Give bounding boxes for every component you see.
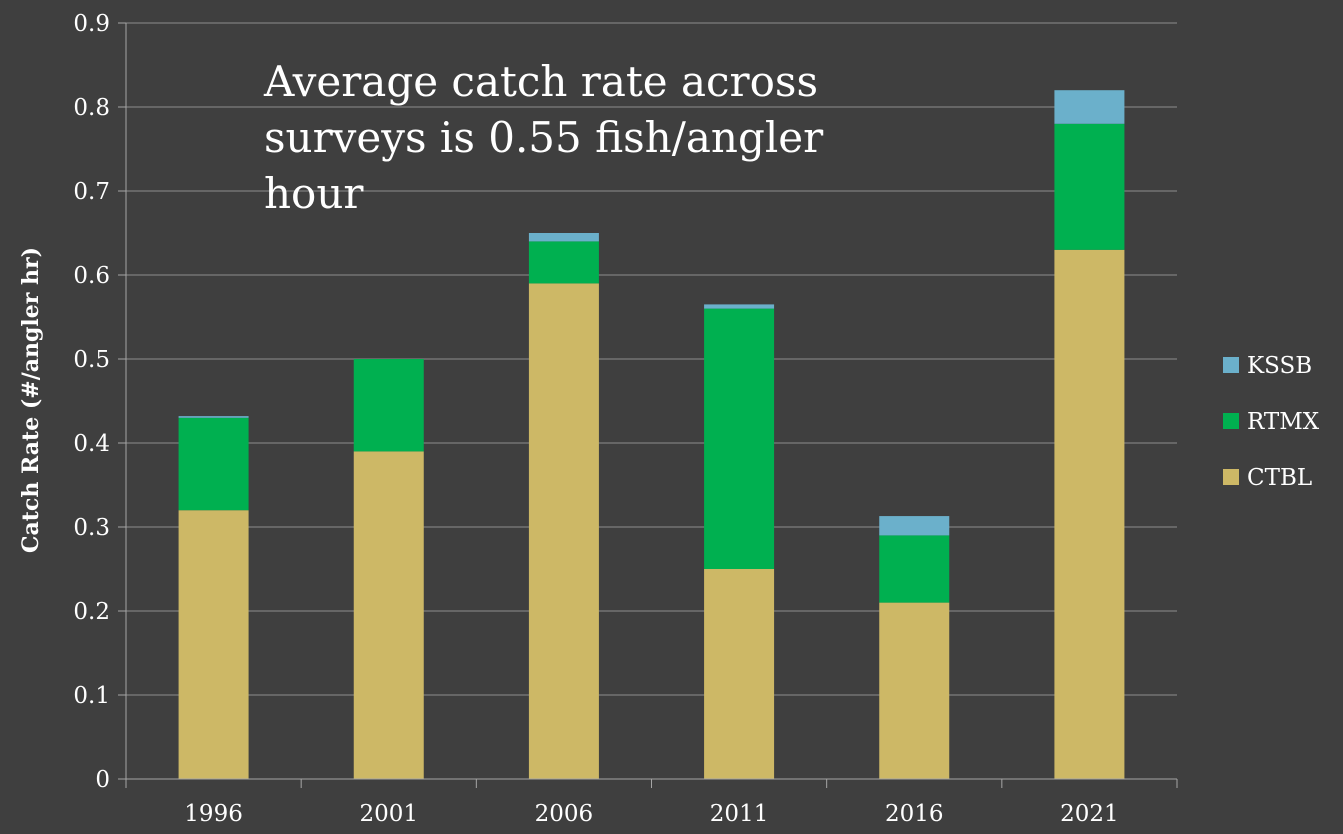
y-axis-title: Catch Rate (#/angler hr)	[18, 247, 44, 553]
annotation-line: Average catch rate across	[263, 57, 818, 106]
bar-segment-ctbl	[353, 451, 424, 779]
y-tick-label: 0.9	[73, 11, 110, 37]
x-tick-label: 2016	[885, 801, 944, 827]
y-tick-label: 0.4	[73, 431, 110, 457]
bar-segment-ctbl	[178, 510, 249, 779]
x-tick-label: 2021	[1060, 801, 1119, 827]
annotation-line: surveys is 0.55 fish/angler	[264, 113, 824, 162]
bar-segment-kssb	[178, 416, 249, 418]
legend-swatch-rtmx	[1223, 413, 1239, 429]
axes	[118, 22, 1178, 788]
y-tick-label: 0.7	[73, 179, 110, 205]
bar-segment-ctbl	[879, 602, 950, 779]
y-tick-label: 0.8	[73, 95, 110, 121]
gridlines	[126, 22, 1177, 696]
bar-segment-rtmx	[528, 241, 599, 284]
x-tick-label: 2011	[710, 801, 769, 827]
y-tick-label: 0	[95, 767, 110, 793]
bar-segment-kssb	[528, 233, 599, 242]
bar-segment-kssb	[1054, 90, 1125, 124]
legend-label-ctbl: CTBL	[1247, 465, 1312, 491]
tick-labels: 0 0.1 0.2 0.3 0.4 0.5 0.6 0.7 0.8 0.9 1996 2001 2006…	[73, 11, 1118, 827]
legend-swatch-ctbl	[1223, 469, 1239, 485]
x-tick-label: 1996	[184, 801, 243, 827]
legend-label-rtmx: RTMX	[1247, 409, 1320, 435]
x-tick-label: 2001	[359, 801, 418, 827]
bar-segment-ctbl	[528, 283, 599, 779]
bar-segment-ctbl	[1054, 249, 1125, 780]
bar-segment-rtmx	[1054, 123, 1125, 250]
y-tick-label: 0.6	[73, 263, 110, 289]
bar-segment-rtmx	[879, 535, 950, 603]
bar-segment-rtmx	[178, 417, 249, 511]
annotation: Average catch rate across surveys is 0.55…	[263, 57, 824, 218]
annotation-line: hour	[264, 169, 364, 218]
x-tick-label: 2006	[535, 801, 594, 827]
legend: KSSB RTMX CTBL	[1223, 353, 1320, 491]
y-tick-label: 0.1	[73, 683, 110, 709]
y-tick-label: 0.5	[73, 347, 110, 373]
bar-segment-ctbl	[704, 569, 775, 779]
bar-segment-rtmx	[704, 308, 775, 569]
bar-segment-kssb	[879, 516, 950, 536]
bar-segment-kssb	[704, 304, 775, 309]
legend-swatch-kssb	[1223, 357, 1239, 373]
bar-segment-rtmx	[353, 359, 424, 452]
bars	[178, 90, 1125, 780]
y-tick-label: 0.3	[73, 515, 110, 541]
y-tick-label: 0.2	[73, 599, 110, 625]
legend-label-kssb: KSSB	[1247, 353, 1312, 379]
